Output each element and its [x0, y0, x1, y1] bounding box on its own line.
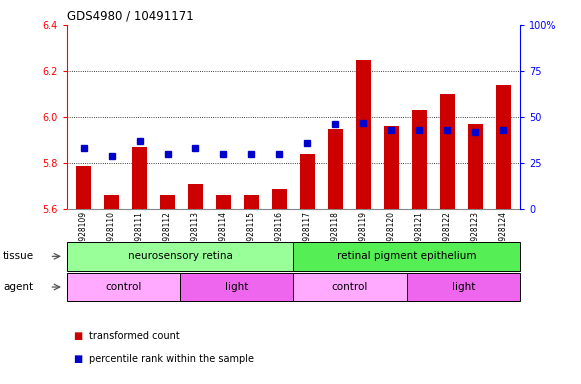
- Bar: [468, 124, 483, 209]
- Bar: [411, 110, 427, 209]
- Bar: [328, 129, 343, 209]
- Bar: [300, 154, 315, 209]
- Text: ■: ■: [73, 354, 82, 364]
- Text: neurosensory retina: neurosensory retina: [128, 251, 232, 262]
- Bar: [440, 94, 455, 209]
- Bar: [216, 195, 231, 209]
- Bar: [356, 60, 371, 209]
- Bar: [496, 85, 511, 209]
- Text: control: control: [332, 282, 368, 292]
- Text: GDS4980 / 10491171: GDS4980 / 10491171: [67, 10, 193, 23]
- Bar: [244, 195, 259, 209]
- Bar: [272, 189, 287, 209]
- Text: percentile rank within the sample: percentile rank within the sample: [89, 354, 254, 364]
- Bar: [383, 126, 399, 209]
- Bar: [160, 195, 175, 209]
- Text: tissue: tissue: [3, 251, 34, 262]
- Text: light: light: [225, 282, 249, 292]
- Bar: [104, 195, 119, 209]
- Bar: [76, 166, 91, 209]
- Text: transformed count: transformed count: [89, 331, 180, 341]
- Text: light: light: [451, 282, 475, 292]
- Bar: [132, 147, 147, 209]
- Bar: [188, 184, 203, 209]
- Text: retinal pigment epithelium: retinal pigment epithelium: [337, 251, 476, 262]
- Text: ■: ■: [73, 331, 82, 341]
- Text: control: control: [105, 282, 142, 292]
- Text: agent: agent: [3, 282, 33, 292]
